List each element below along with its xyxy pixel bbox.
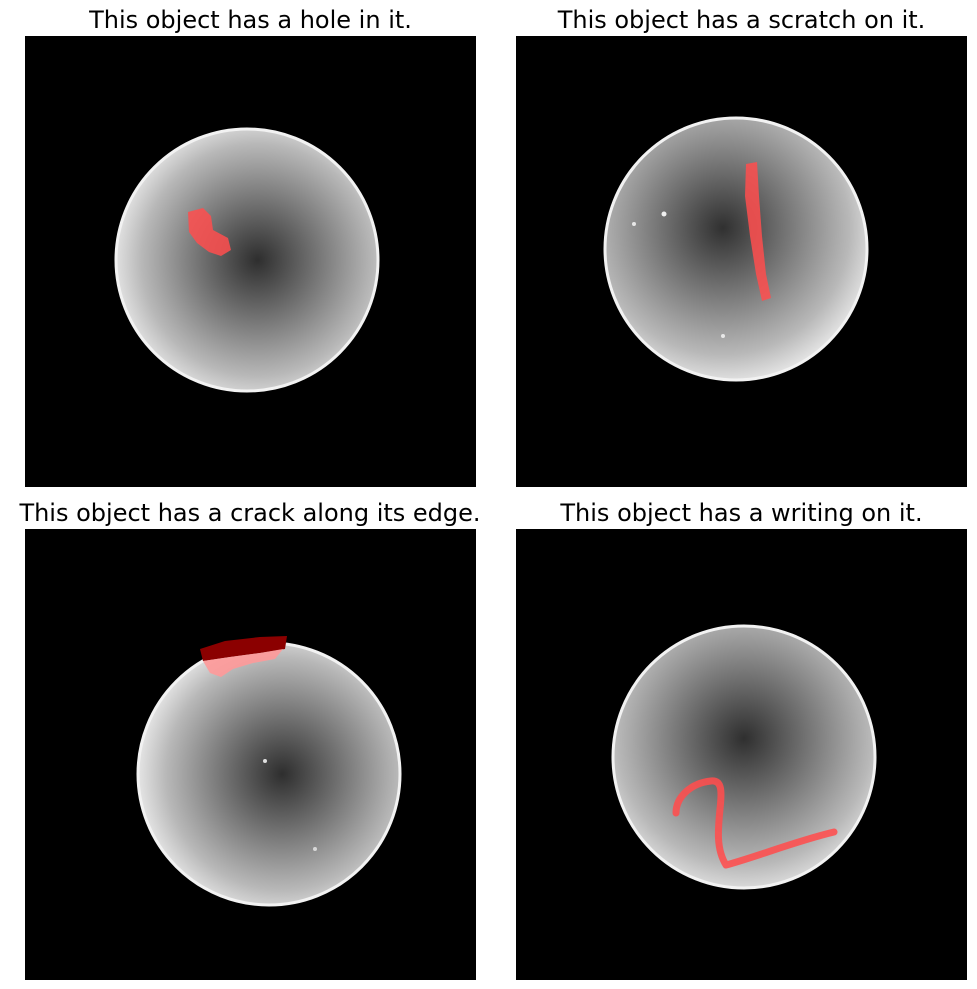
panel-title-writing: This object has a writing on it. (516, 499, 967, 527)
image-panel-scratch (516, 36, 967, 487)
panel-title-scratch: This object has a scratch on it. (516, 6, 967, 34)
panel-title-hole: This object has a hole in it. (25, 6, 476, 34)
panel-title-crack: This object has a crack along its edge. (0, 499, 500, 527)
image-panel-hole (25, 36, 476, 487)
sphere-image-writing (516, 529, 967, 980)
image-panel-writing (516, 529, 967, 980)
sphere-image-scratch (516, 36, 967, 487)
sphere-image-crack (25, 529, 476, 980)
image-panel-crack (25, 529, 476, 980)
sphere-image-hole (25, 36, 476, 487)
